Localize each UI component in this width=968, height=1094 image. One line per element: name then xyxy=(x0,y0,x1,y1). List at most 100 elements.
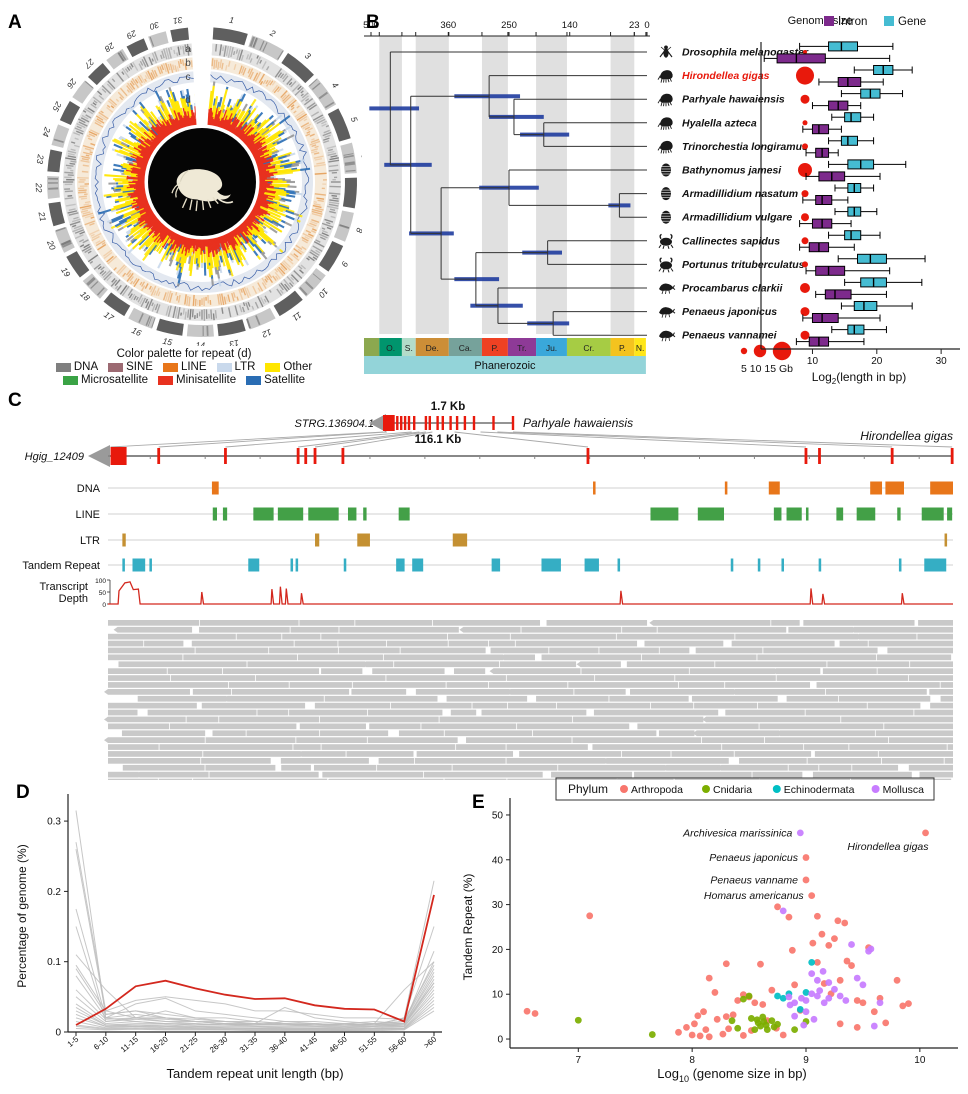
track-label-d: d xyxy=(185,95,191,106)
x-axis-title: Tandem repeat unit length (bp) xyxy=(166,1066,343,1081)
time-axis-tick: 140 xyxy=(562,20,578,31)
panel-e: E 0 10 20 30 40 50 7 8 9 10 Archivesica marissinic… xyxy=(458,776,966,1092)
svg-text:29: 29 xyxy=(125,28,139,42)
eon-label: Phanerozoic xyxy=(474,360,536,372)
species-name: Trinorchestia longiramus xyxy=(682,141,808,153)
svg-text:16: 16 xyxy=(130,325,143,338)
repeat-legend-title: Color palette for repeat (d) xyxy=(116,348,252,360)
amphipod-silhouette xyxy=(657,93,673,107)
isopod-silhouette xyxy=(661,210,671,224)
track-c-ring xyxy=(91,71,313,294)
species-name: Penaeus japonicus xyxy=(682,306,777,318)
legend-item-sine: SINE xyxy=(108,361,153,373)
svg-text:10: 10 xyxy=(317,286,331,300)
legend-swatch xyxy=(108,362,124,372)
svg-text:30: 30 xyxy=(492,900,504,911)
svg-text:20: 20 xyxy=(492,945,504,956)
svg-text:24: 24 xyxy=(40,125,53,138)
panel-a: A 12345678910111213141516171819202122232… xyxy=(6,4,362,390)
legend-swatch xyxy=(246,375,262,385)
y-axis-title: Percentage of genome (%) xyxy=(15,844,29,987)
amphipod-silhouette xyxy=(657,140,673,154)
annotation-label: Archivesica marissinica xyxy=(682,827,792,839)
amphipod-photo xyxy=(148,128,256,236)
read-alignment-pileup xyxy=(104,620,953,780)
svg-text:Arthropoda: Arthropoda xyxy=(631,784,683,796)
genome-size-bubble xyxy=(800,94,810,104)
svg-text:Transcript: Transcript xyxy=(40,581,89,593)
panel-b-label: B xyxy=(366,12,380,33)
chromosome-ring: 1234567891011121314151617181920212223242… xyxy=(34,15,362,346)
x-tick-label: 56-60 xyxy=(387,1034,409,1054)
crab-silhouette xyxy=(658,233,674,249)
genome-size-scatter: 0 10 20 30 40 50 7 8 9 10 Archivesica marissinica H… xyxy=(461,777,958,1084)
genome-size-header: Genome size xyxy=(788,15,853,27)
period-label: P. xyxy=(491,343,498,353)
bubble-legend: 5 10 15 Gb xyxy=(740,341,793,375)
svg-text:9: 9 xyxy=(803,1055,809,1066)
isopod-silhouette xyxy=(661,163,671,177)
svg-text:Intron: Intron xyxy=(838,16,867,28)
isopod-silhouette xyxy=(661,187,671,201)
track-label-a: a xyxy=(185,44,191,55)
track-label: DNA xyxy=(77,483,101,495)
svg-text:22: 22 xyxy=(34,182,44,193)
series-mollusca xyxy=(779,829,884,1030)
svg-text:0.1: 0.1 xyxy=(47,957,61,968)
svg-text:Depth: Depth xyxy=(59,593,88,605)
svg-text:100: 100 xyxy=(95,578,106,585)
svg-text:40: 40 xyxy=(492,855,504,866)
hgig-gene-name: Hgig_12409 xyxy=(25,451,84,463)
strg-size-label: 1.7 Kb xyxy=(431,401,466,413)
genome-size-bubble xyxy=(796,66,814,85)
species-name: Bathynomus jamesi xyxy=(682,165,782,177)
track-label: LINE xyxy=(76,509,100,521)
phylogeny-and-boxplots: 500 360 250 140 23 0 O. S. De. Ca. P. Tr. Ju. Cr. P. N.… xyxy=(363,15,960,386)
species-name: Armadillidium vulgare xyxy=(681,212,792,224)
svg-text:31: 31 xyxy=(172,15,183,26)
legend-swatch xyxy=(216,362,232,372)
shrimp-silhouette xyxy=(659,330,676,342)
svg-text:Cnidaria: Cnidaria xyxy=(713,784,752,796)
svg-text:Phylum: Phylum xyxy=(568,782,608,796)
svg-text:18: 18 xyxy=(78,289,92,303)
x-tick-label: 16-20 xyxy=(148,1034,170,1054)
repeat-color-legend: Color palette for repeat (d) DNA SINE LINE… xyxy=(6,348,362,386)
strg-gene-name: STRG.136904.1 xyxy=(295,418,375,430)
genome-size-bubble xyxy=(802,261,808,268)
period-label: S. xyxy=(405,343,413,353)
svg-text:12: 12 xyxy=(260,327,273,340)
x-tick-label: 11-15 xyxy=(119,1034,140,1054)
svg-text:11: 11 xyxy=(290,310,303,323)
genome-size-bubble xyxy=(802,120,808,126)
x-tick-label: 51-55 xyxy=(357,1034,379,1054)
gene-structure: STRG.136904.1 1.7 Kb Parhyale hawaiensis Hg… xyxy=(25,401,954,467)
time-axis-tick: 23 xyxy=(629,20,640,31)
shrimp-silhouette xyxy=(659,307,676,318)
panel-a-label: A xyxy=(8,12,22,33)
annotation-label: Penaeus japonicus xyxy=(709,852,798,864)
svg-text:8: 8 xyxy=(354,227,362,235)
svg-text:0.2: 0.2 xyxy=(47,887,61,898)
boxplot-legend: Intron Gene xyxy=(824,16,926,28)
genome-size-bubble xyxy=(798,163,812,177)
legend-item-satellite: Satellite xyxy=(246,374,305,386)
genome-size-bubble xyxy=(801,213,809,222)
geologic-periods: O. S. De. Ca. P. Tr. Ju. Cr. P. N. Phanerozoic xyxy=(364,338,646,374)
y-axis-title: Tandem Repeat (%) xyxy=(461,874,475,981)
genome-size-bubble xyxy=(800,330,810,340)
legend-item-dna: DNA xyxy=(55,361,98,373)
species-name: Portunus trituberculatus xyxy=(682,259,805,271)
svg-text:0.3: 0.3 xyxy=(47,817,61,828)
period-label: Ca. xyxy=(459,343,472,353)
svg-text:6: 6 xyxy=(359,153,362,160)
svg-text:30: 30 xyxy=(148,20,160,32)
track-label: Tandem Repeat xyxy=(22,560,100,572)
species-name: Penaeus vannamei xyxy=(682,330,778,342)
svg-text:28: 28 xyxy=(103,40,118,54)
strg-arrow xyxy=(369,414,386,432)
species-name: Armadillidium nasatum xyxy=(681,188,798,200)
x-tick-label: 31-35 xyxy=(238,1034,260,1054)
time-axis-tick: 500 xyxy=(363,20,379,31)
